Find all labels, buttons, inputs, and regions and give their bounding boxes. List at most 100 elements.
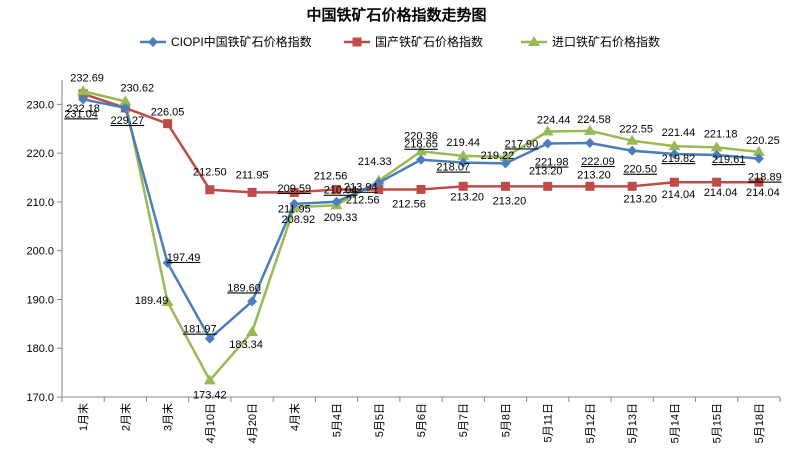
data-point <box>204 333 215 344</box>
data-point <box>752 145 765 156</box>
data-point <box>161 295 174 306</box>
data-point <box>332 184 342 194</box>
data-label: 224.58 <box>577 114 611 126</box>
data-point <box>458 157 469 168</box>
y-tick-label: 200.0 <box>26 246 54 258</box>
data-label: 221.18 <box>704 128 738 140</box>
data-label: 212.56 <box>314 170 348 182</box>
data-label: 212.50 <box>193 167 227 179</box>
data-point <box>246 325 259 336</box>
data-point <box>374 184 384 194</box>
data-label: 220.36 <box>404 130 438 142</box>
data-point <box>289 198 300 209</box>
x-tick-label: 5月18日 <box>754 403 766 443</box>
data-point <box>584 137 595 148</box>
data-point <box>247 296 258 307</box>
x-tick-label: 5月11日 <box>543 403 555 443</box>
data-point <box>331 196 342 207</box>
data-point <box>119 95 132 106</box>
x-tick-label: 2月末 <box>118 403 132 431</box>
data-label: 219.44 <box>446 137 480 149</box>
data-point <box>541 125 554 136</box>
data-label: 212.56 <box>346 194 380 206</box>
data-label: 209.33 <box>324 212 358 224</box>
data-label: 219.82 <box>662 153 696 165</box>
data-label: 229.27 <box>111 115 145 127</box>
legend-label: 国产铁矿石价格指数 <box>375 34 483 49</box>
data-point <box>457 149 470 160</box>
x-tick-label: 5月12日 <box>585 403 597 443</box>
data-point <box>585 181 595 191</box>
data-point <box>627 145 638 156</box>
data-label: 181.97 <box>183 324 217 336</box>
data-point <box>543 181 553 191</box>
data-point <box>669 149 680 160</box>
data-point <box>500 158 511 169</box>
chart-title: 中国铁矿石价格指数走势图 <box>306 7 487 24</box>
data-point <box>203 374 216 385</box>
x-tick-label: 5月4日 <box>332 403 344 437</box>
data-point <box>205 185 215 195</box>
data-label: 232.69 <box>70 72 104 84</box>
x-tick-label: 4月10日 <box>205 403 217 443</box>
x-tick-label: 4月20日 <box>247 403 259 443</box>
data-label: 218.89 <box>748 172 782 184</box>
x-tick-label: 5月8日 <box>500 403 512 437</box>
data-point <box>78 94 89 105</box>
data-label: 213.94 <box>344 182 378 194</box>
data-point <box>711 150 722 161</box>
data-point <box>754 177 764 187</box>
data-point <box>669 177 679 187</box>
y-tick-label: 210.0 <box>26 197 54 209</box>
y-tick-label: 230.0 <box>26 99 54 111</box>
data-point <box>499 150 512 161</box>
legend-marker <box>148 37 158 47</box>
x-tick-label: 5月6日 <box>416 403 428 437</box>
data-label: 219.22 <box>481 150 515 162</box>
legend-marker <box>528 36 540 46</box>
data-point <box>753 153 764 164</box>
y-tick-label: 220.0 <box>26 148 54 160</box>
y-tick-label: 180.0 <box>26 343 54 355</box>
legend-label: 进口铁矿石价格指数 <box>552 34 660 49</box>
data-label: 213.20 <box>577 169 611 181</box>
data-label: 226.05 <box>151 107 185 119</box>
data-label: 214.04 <box>704 187 738 199</box>
x-tick-label: 4月末 <box>287 403 301 431</box>
data-point <box>415 145 427 156</box>
data-point <box>542 138 553 149</box>
data-label: 217.90 <box>505 138 539 150</box>
data-label: 218.07 <box>436 162 470 174</box>
data-point <box>712 177 722 187</box>
data-point <box>77 85 90 96</box>
legend-label: CIOPI中国铁矿石价格指数 <box>171 34 312 49</box>
data-label: 197.49 <box>167 252 201 264</box>
data-point <box>668 140 681 151</box>
data-label: 213.20 <box>450 191 484 203</box>
data-point <box>120 102 131 113</box>
data-label: 232.18 <box>66 103 100 115</box>
x-tick-label: 5月14日 <box>669 403 681 443</box>
data-label: 222.55 <box>619 124 653 136</box>
data-label: 210.04 <box>324 185 358 197</box>
data-label: 214.04 <box>662 189 696 201</box>
x-tick-label: 1月末 <box>76 403 90 431</box>
data-point <box>626 134 639 145</box>
data-label: 173.42 <box>193 389 227 401</box>
y-tick-label: 170.0 <box>26 392 54 404</box>
data-label: 214.04 <box>746 187 780 199</box>
data-point <box>247 187 257 197</box>
y-tick-label: 190.0 <box>26 294 54 306</box>
data-label: 183.34 <box>229 339 263 351</box>
data-label: 218.65 <box>404 139 438 151</box>
data-point <box>373 177 384 188</box>
data-point <box>458 181 468 191</box>
data-point <box>162 257 173 268</box>
data-label: 220.50 <box>623 164 657 176</box>
x-tick-label: 5月5日 <box>374 403 386 437</box>
data-label: 189.60 <box>227 282 261 294</box>
x-tick-label: 5月7日 <box>458 403 470 437</box>
data-point <box>500 181 510 191</box>
data-point <box>289 187 299 197</box>
